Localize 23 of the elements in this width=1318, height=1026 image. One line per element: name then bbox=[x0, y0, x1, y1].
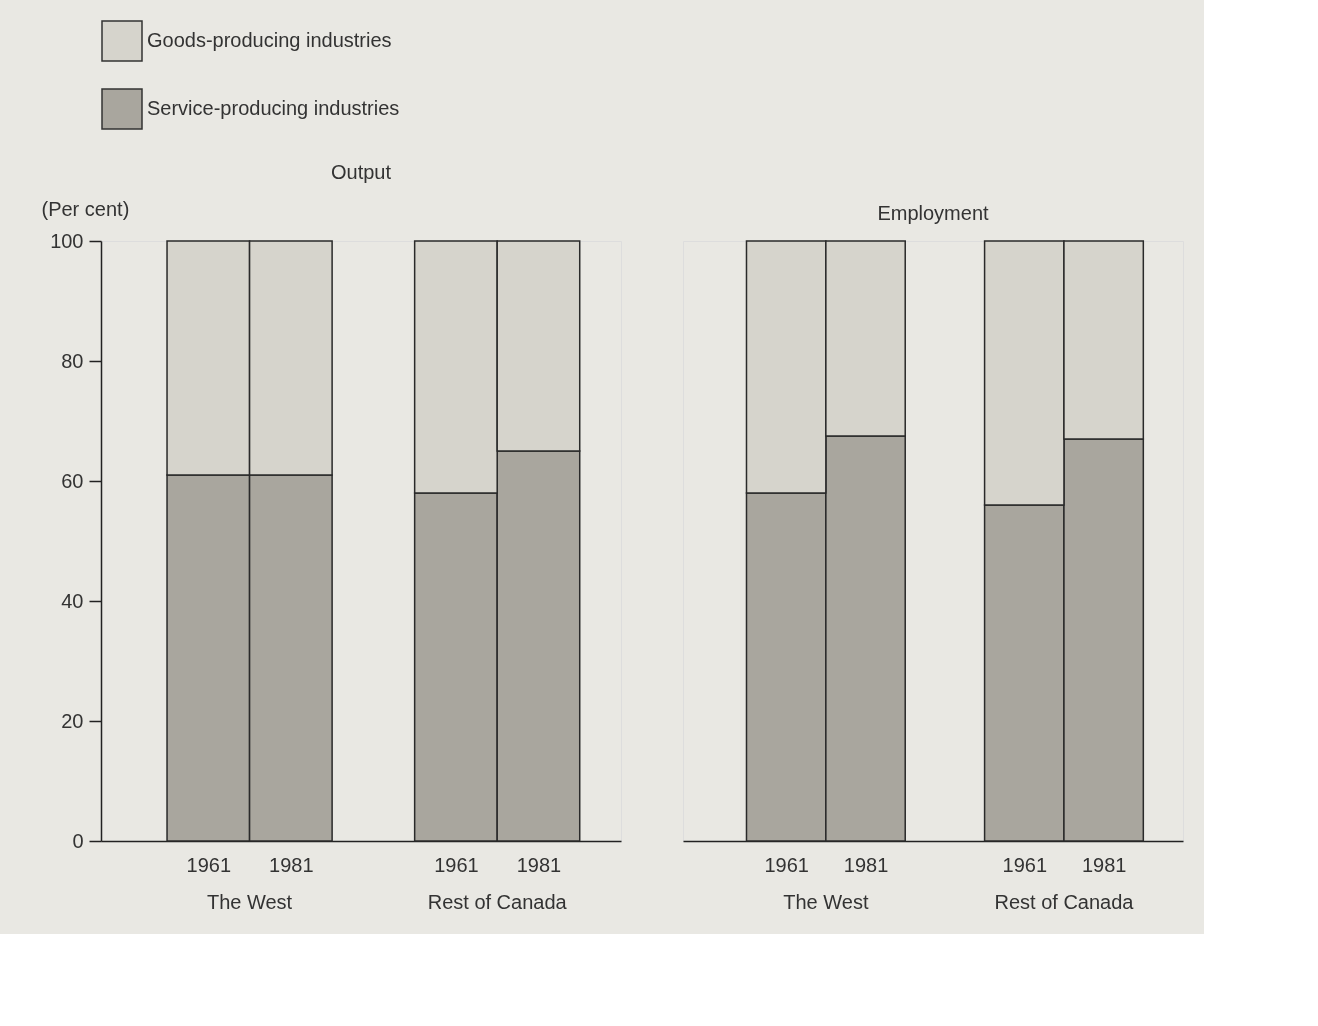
text: The West bbox=[783, 891, 869, 913]
y-axis-title: (Per cent) bbox=[41, 197, 130, 220]
y-tick-label: 20 bbox=[61, 709, 84, 732]
text: Rest of Canada bbox=[427, 891, 568, 913]
legend-label: Service-producing industries bbox=[147, 97, 400, 119]
x-tick-label: 1981 bbox=[843, 853, 889, 876]
y-tick-label: 60 bbox=[61, 469, 84, 492]
x-tick-label: 1981 bbox=[1081, 853, 1127, 876]
legend-label: Goods-producing industries bbox=[147, 29, 392, 51]
y-tick-label: 40 bbox=[61, 589, 84, 612]
x-tick-label: 1961 bbox=[434, 853, 479, 876]
x-tick-label: 1981 bbox=[269, 853, 314, 876]
x-tick-label: 1961 bbox=[1002, 853, 1048, 876]
text: Rest of Canada bbox=[994, 891, 1135, 913]
x-tick-label: 1961 bbox=[186, 853, 232, 876]
x-tick-label: 1961 bbox=[764, 853, 809, 876]
x-tick-label: 1981 bbox=[516, 853, 562, 876]
text: The West bbox=[206, 891, 293, 913]
chart-title: Output bbox=[330, 161, 392, 183]
y-tick-label: 100 bbox=[50, 229, 84, 252]
y-tick-label: 80 bbox=[61, 349, 84, 372]
y-tick-label: 0 bbox=[72, 829, 84, 852]
chart-title: Employment bbox=[877, 202, 990, 225]
